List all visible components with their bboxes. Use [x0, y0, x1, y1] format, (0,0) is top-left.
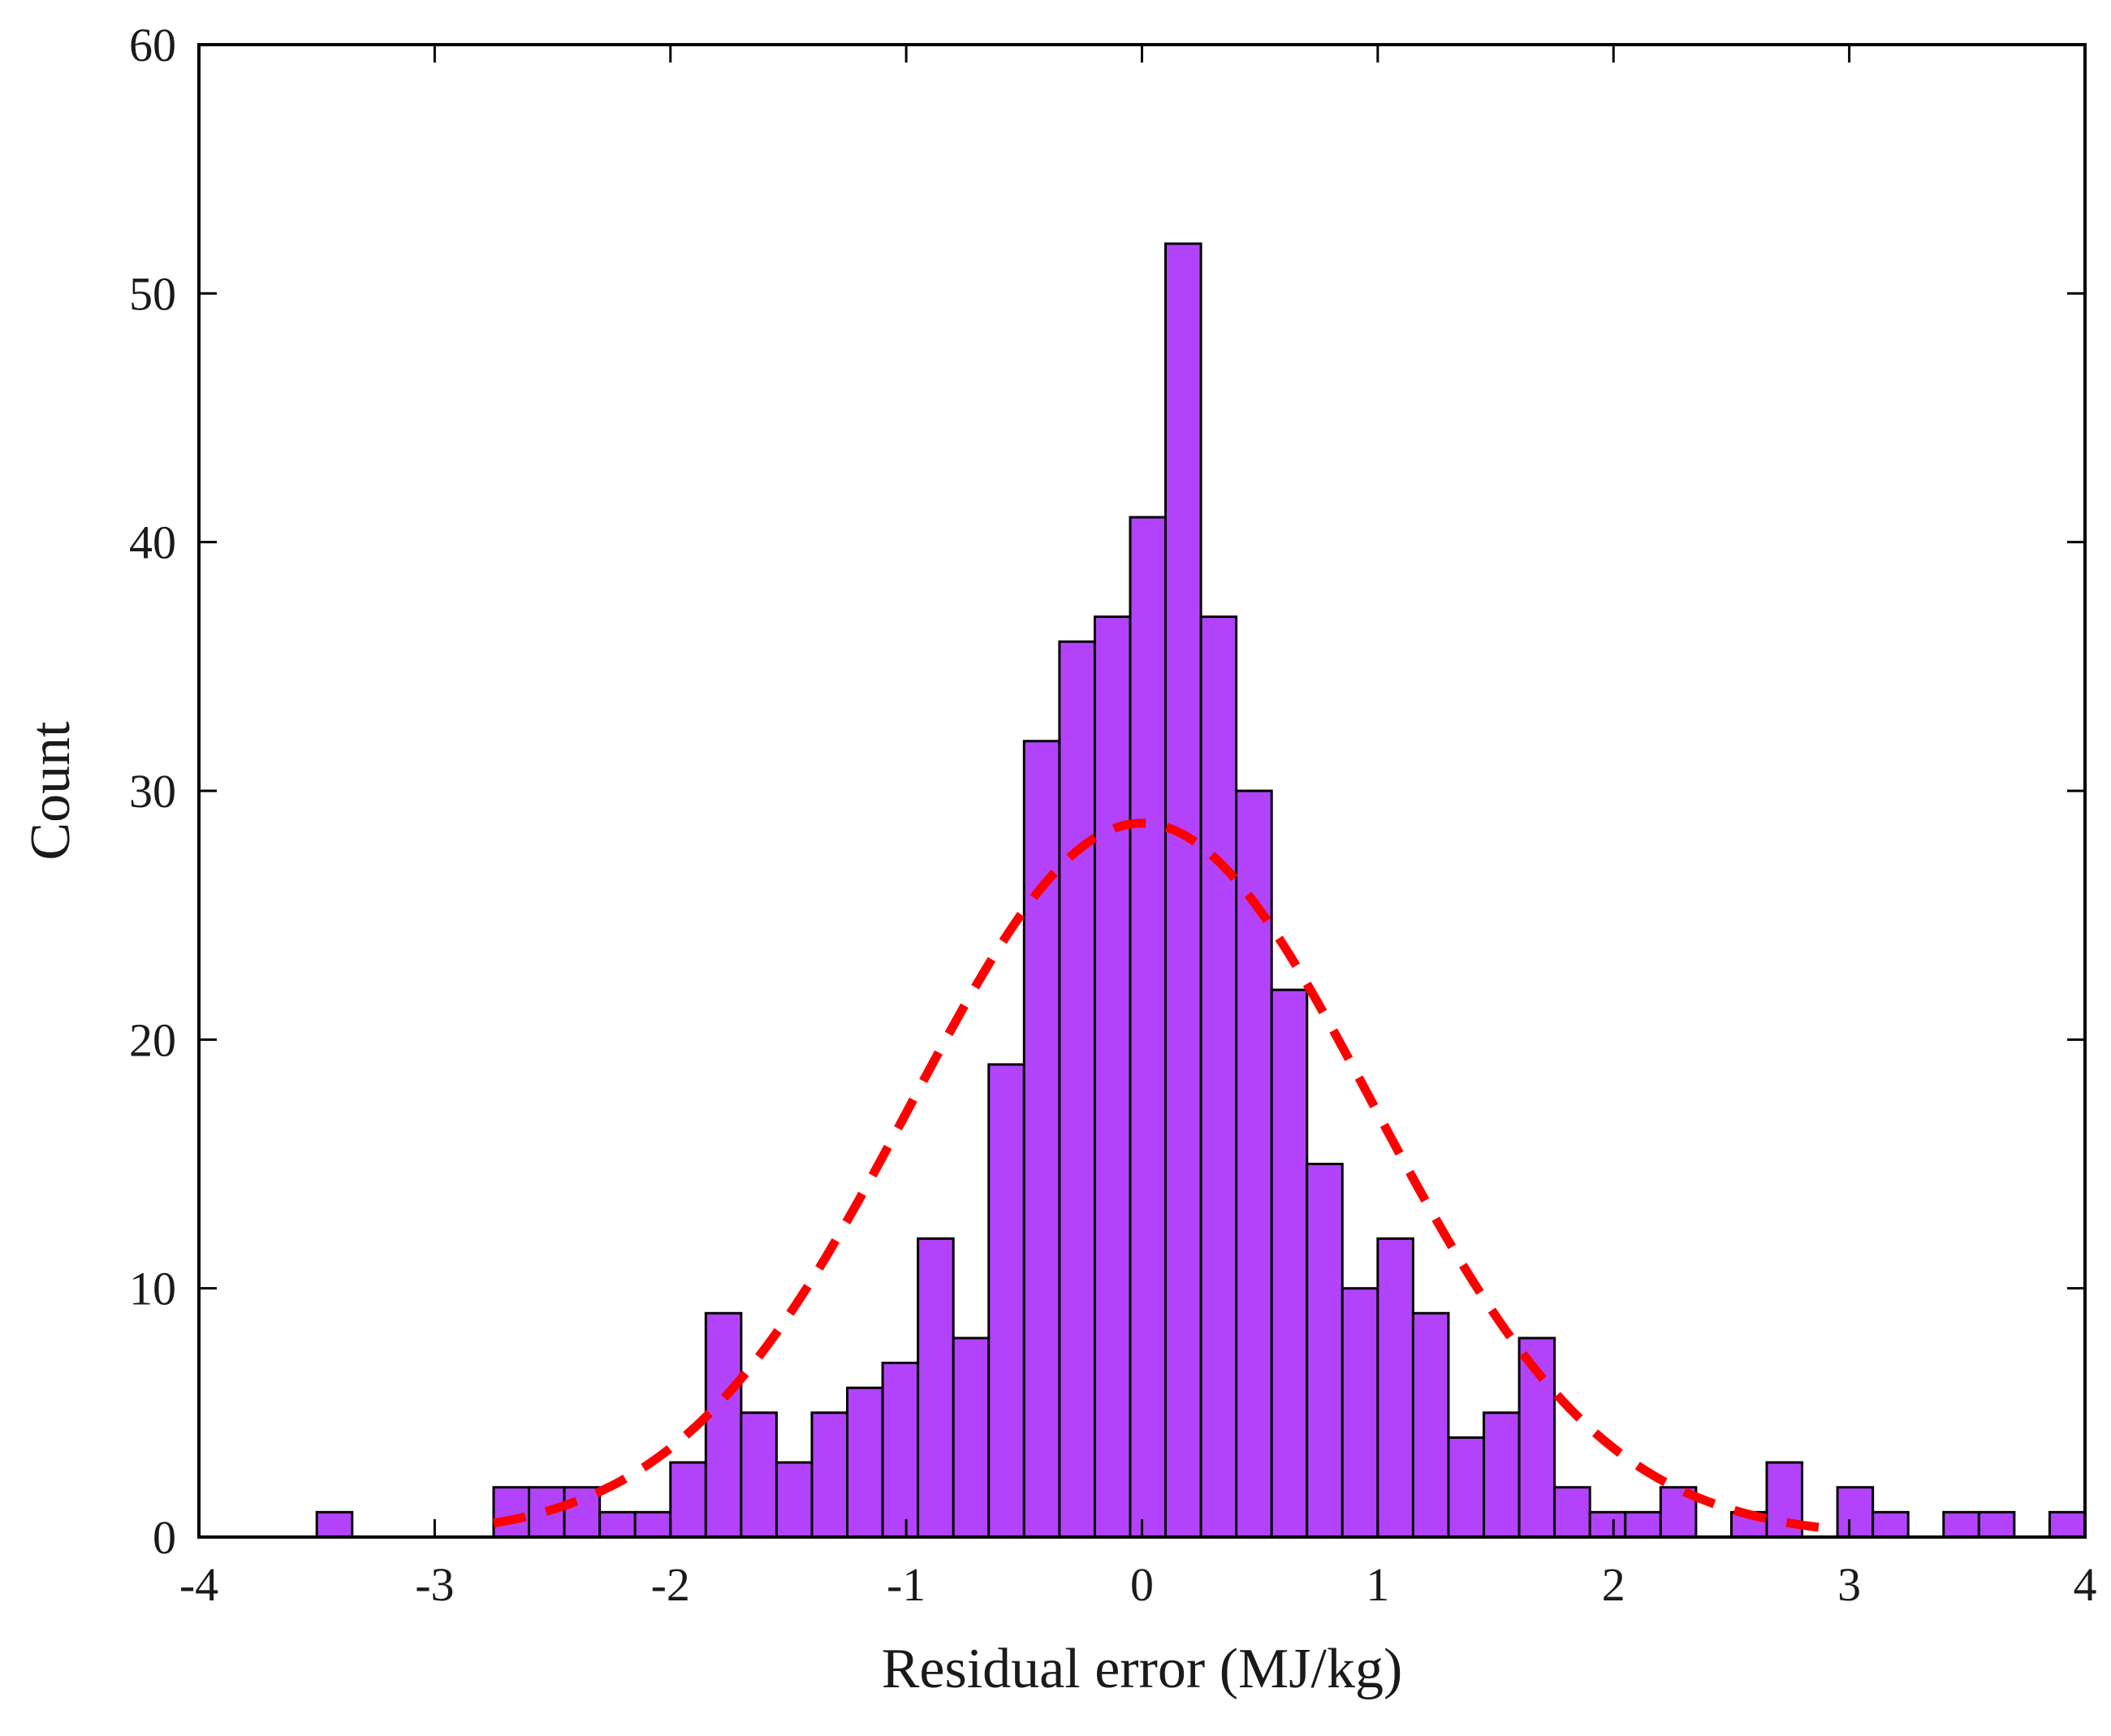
histogram-bar — [775, 1461, 814, 1539]
histogram-bar — [563, 1486, 602, 1539]
y-tick-label: 30 — [129, 765, 176, 818]
histogram-bar — [1058, 640, 1096, 1539]
y-tick-label: 60 — [129, 19, 176, 71]
y-tick-label: 10 — [129, 1263, 176, 1315]
x-tick-label: 4 — [2074, 1558, 2097, 1611]
histogram-bar — [633, 1510, 672, 1539]
histogram-bar — [1977, 1510, 2016, 1539]
x-tick-label: 0 — [1130, 1558, 1154, 1611]
histogram-bar — [952, 1337, 991, 1539]
histogram-bar — [1270, 988, 1309, 1539]
histogram-bar — [1022, 740, 1061, 1539]
y-tick-label: 0 — [153, 1511, 176, 1564]
y-axis-label: Count — [19, 721, 82, 861]
histogram-bar — [1588, 1510, 1627, 1539]
histogram-bar — [1306, 1163, 1344, 1539]
histogram-bar — [669, 1461, 707, 1539]
histogram-bar — [1164, 242, 1202, 1539]
bars-layer — [315, 242, 2087, 1539]
histogram-bar — [1836, 1486, 1875, 1539]
x-tick-label: 2 — [1602, 1558, 1625, 1611]
histogram-bar — [740, 1411, 778, 1539]
histogram-bar — [846, 1386, 884, 1539]
histogram-bar — [1411, 1311, 1450, 1539]
y-tick-label: 40 — [129, 516, 176, 569]
x-axis-label: Residual error (MJ/kg) — [882, 1638, 1403, 1700]
histogram-bar — [1376, 1237, 1414, 1539]
histogram-bar — [881, 1362, 920, 1539]
histogram-bar — [1340, 1287, 1379, 1539]
histogram-bar — [917, 1237, 955, 1539]
x-tick-label: -4 — [179, 1558, 218, 1611]
histogram-bar — [810, 1411, 849, 1539]
y-tick-label: 50 — [129, 267, 176, 320]
histogram-bar — [704, 1311, 743, 1539]
histogram-bar — [492, 1486, 531, 1539]
histogram-bar — [598, 1510, 637, 1539]
histogram-bar — [1093, 615, 1132, 1539]
x-tick-label: -2 — [651, 1558, 690, 1611]
histogram-bar — [1483, 1411, 1521, 1539]
x-tick-label: 3 — [1837, 1558, 1861, 1611]
x-tick-label: 1 — [1366, 1558, 1389, 1611]
x-tick-label: -3 — [415, 1558, 454, 1611]
histogram-bar — [315, 1510, 354, 1539]
x-tick-label: -1 — [887, 1558, 926, 1611]
histogram-bar — [1624, 1510, 1662, 1539]
histogram-bar — [1553, 1486, 1591, 1539]
normal-fit-curve — [493, 818, 1838, 1534]
histogram-bar — [1447, 1436, 1486, 1539]
histogram-bar — [1129, 516, 1168, 1539]
y-tick-label: 20 — [129, 1013, 176, 1066]
histogram-bar — [2048, 1510, 2087, 1539]
fit-curve-layer — [493, 818, 1838, 1534]
histogram-bar — [1199, 615, 1238, 1539]
histogram-bar — [1942, 1510, 1980, 1539]
histogram-bar — [987, 1063, 1025, 1539]
histogram-bar — [1871, 1510, 1910, 1539]
